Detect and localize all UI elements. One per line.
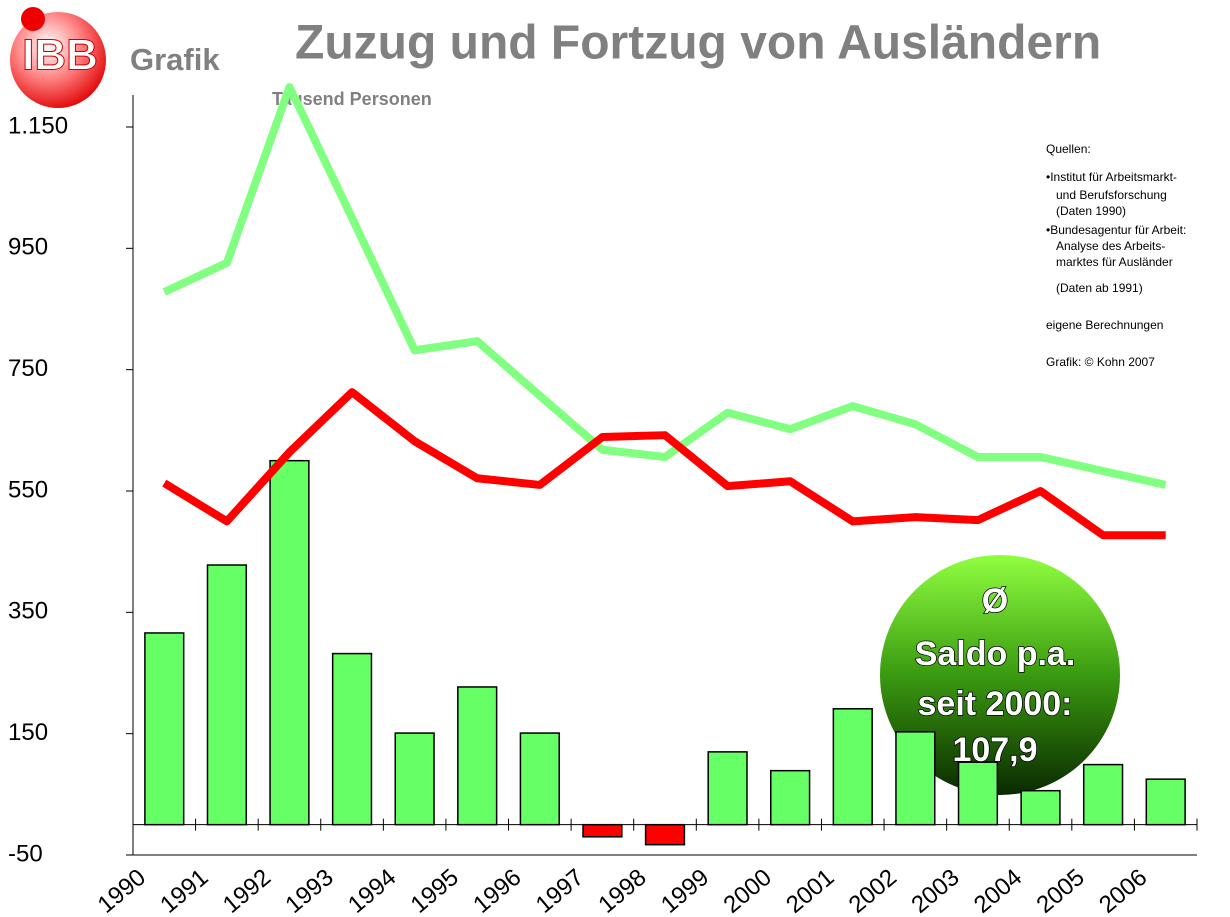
x-tick-label: 1999 bbox=[656, 864, 714, 917]
source-note: •Institut für Arbeitsmarkt- bbox=[1046, 170, 1177, 184]
bar bbox=[1146, 779, 1185, 825]
bar bbox=[333, 654, 372, 825]
source-note: Analyse des Arbeits- bbox=[1056, 239, 1165, 253]
y-tick-label: 750 bbox=[8, 355, 48, 382]
x-tick-label: 1996 bbox=[468, 864, 526, 917]
source-note: •Bundesagentur für Arbeit: bbox=[1046, 223, 1186, 237]
y-tick-label: 950 bbox=[8, 234, 48, 261]
x-tick-label: 2001 bbox=[781, 864, 839, 917]
annotation-text: Ø bbox=[982, 582, 1008, 620]
bar bbox=[583, 825, 622, 837]
bar bbox=[270, 461, 309, 825]
bar bbox=[1084, 765, 1123, 825]
bar bbox=[520, 733, 559, 825]
annotation-text: Saldo p.a. bbox=[915, 635, 1076, 673]
annotation-text: seit 2000: bbox=[918, 685, 1073, 723]
source-note: (Daten ab 1991) bbox=[1056, 281, 1143, 295]
x-tick-label: 1998 bbox=[593, 864, 651, 917]
x-tick-label: 2003 bbox=[906, 864, 964, 917]
source-note: marktes für Ausländer bbox=[1056, 255, 1173, 269]
bar bbox=[896, 732, 935, 825]
header: Grafik bbox=[130, 42, 220, 77]
bar bbox=[395, 733, 434, 825]
bar bbox=[207, 565, 246, 825]
x-tick-label: 1995 bbox=[406, 864, 464, 917]
x-tick-label: 1997 bbox=[531, 864, 589, 917]
logo-text: IBB bbox=[22, 31, 98, 80]
x-tick-label: 2006 bbox=[1094, 864, 1152, 917]
bar bbox=[458, 687, 497, 825]
source-note: Grafik: © Kohn 2007 bbox=[1046, 355, 1155, 369]
bar bbox=[1021, 791, 1060, 825]
x-tick-label: 1994 bbox=[343, 864, 401, 917]
x-tick-label: 1992 bbox=[218, 864, 276, 917]
x-tick-label: 2000 bbox=[719, 864, 777, 917]
bar bbox=[959, 762, 998, 824]
line bbox=[164, 392, 1165, 535]
x-tick-label: 1990 bbox=[93, 864, 151, 917]
annotation-text: 107,9 bbox=[952, 731, 1037, 769]
bar bbox=[145, 633, 184, 825]
chart-title: Zuzug und Fortzug von Ausländern bbox=[295, 17, 1101, 70]
source-note: eigene Berechnungen bbox=[1046, 318, 1163, 332]
x-tick-label: 1993 bbox=[280, 864, 338, 917]
y-tick-label: 150 bbox=[8, 719, 48, 746]
logo-dot bbox=[21, 7, 45, 31]
x-tick-label: 2002 bbox=[844, 864, 902, 917]
x-tick-label: 2005 bbox=[1032, 864, 1090, 917]
source-note: Quellen: bbox=[1046, 142, 1091, 156]
bar bbox=[833, 709, 872, 825]
y-tick-label: 550 bbox=[8, 476, 48, 503]
y-tick-label: -50 bbox=[8, 840, 43, 867]
bar bbox=[708, 752, 747, 825]
bar bbox=[646, 825, 685, 845]
bar bbox=[771, 771, 810, 825]
x-tick-label: 1991 bbox=[155, 864, 213, 917]
y-tick-label: 1.150 bbox=[8, 112, 68, 139]
source-note: (Daten 1990) bbox=[1056, 204, 1126, 218]
chart: IBB Grafik Zuzug und Fortzug von Ausländ… bbox=[0, 0, 1230, 917]
y-tick-label: 350 bbox=[8, 598, 48, 625]
x-tick-label: 2004 bbox=[969, 864, 1027, 917]
source-note: und Berufsforschung bbox=[1056, 188, 1167, 202]
